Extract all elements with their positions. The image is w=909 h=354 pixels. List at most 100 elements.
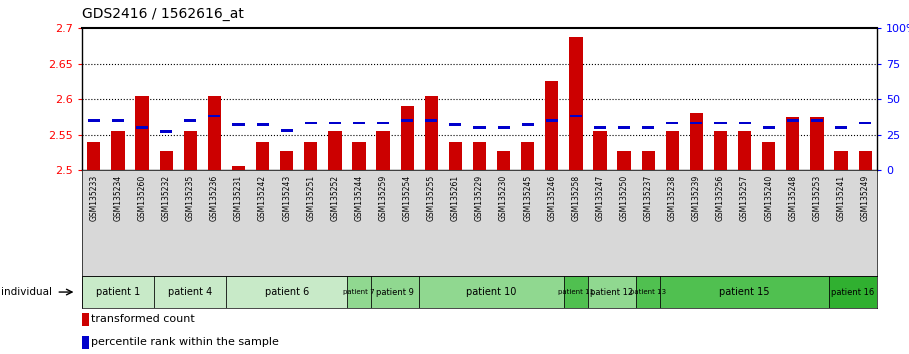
Bar (233, 124, 245, 126)
Text: GSM135249: GSM135249 (861, 175, 870, 222)
Text: GSM135229: GSM135229 (475, 175, 484, 221)
Bar (353, 122, 365, 125)
Bar (371, 276, 419, 308)
Bar (738, 131, 751, 170)
Text: GSM135234: GSM135234 (114, 175, 123, 222)
Bar (497, 151, 510, 170)
Bar (208, 96, 221, 170)
Text: transformed count: transformed count (91, 314, 195, 325)
Text: patient 1: patient 1 (95, 287, 140, 297)
Bar (425, 119, 437, 121)
Text: GSM135242: GSM135242 (258, 175, 267, 221)
Bar (184, 131, 197, 170)
Bar (155, 276, 226, 308)
Bar (160, 151, 173, 170)
Bar (642, 151, 654, 170)
Text: GSM135255: GSM135255 (427, 175, 435, 222)
Text: GSM135256: GSM135256 (716, 175, 725, 222)
Text: GSM135254: GSM135254 (403, 175, 412, 222)
Bar (660, 276, 829, 308)
Bar (377, 122, 389, 125)
Bar (401, 119, 414, 121)
Bar (522, 124, 534, 126)
Bar (474, 126, 485, 129)
Text: individual: individual (1, 287, 52, 297)
Bar (425, 96, 438, 170)
Text: GSM135245: GSM135245 (524, 175, 532, 222)
Bar (545, 119, 558, 121)
Bar (376, 131, 390, 170)
Bar (666, 122, 678, 125)
Text: patient 9: patient 9 (376, 287, 415, 297)
Text: GSM135241: GSM135241 (836, 175, 845, 221)
Bar (787, 119, 799, 121)
Text: GSM135250: GSM135250 (620, 175, 629, 222)
Text: patient 12: patient 12 (591, 287, 634, 297)
Text: GSM135248: GSM135248 (788, 175, 797, 221)
Bar (232, 166, 245, 170)
Bar (810, 117, 824, 170)
Bar (449, 124, 462, 126)
Bar (618, 126, 630, 129)
Bar (208, 115, 220, 118)
Text: GSM135251: GSM135251 (306, 175, 315, 221)
Text: GSM135232: GSM135232 (162, 175, 171, 221)
Bar (82, 276, 155, 308)
Bar (714, 131, 727, 170)
Text: GSM135252: GSM135252 (330, 175, 339, 221)
Text: patient 11: patient 11 (558, 289, 594, 295)
Bar (569, 37, 583, 170)
Text: GDS2416 / 1562616_at: GDS2416 / 1562616_at (82, 7, 244, 21)
Text: GSM135257: GSM135257 (740, 175, 749, 222)
Bar (617, 151, 631, 170)
Text: GSM135239: GSM135239 (692, 175, 701, 222)
Bar (281, 129, 293, 131)
Bar (636, 276, 660, 308)
Text: GSM135238: GSM135238 (668, 175, 677, 221)
Bar (521, 142, 534, 170)
Bar (88, 119, 100, 121)
Text: GSM135240: GSM135240 (764, 175, 774, 222)
Bar (136, 126, 148, 129)
Bar (858, 151, 872, 170)
Text: GSM135236: GSM135236 (210, 175, 219, 222)
Bar (112, 119, 124, 121)
Bar (835, 126, 847, 129)
Text: patient 6: patient 6 (265, 287, 309, 297)
Bar (714, 122, 726, 125)
Bar (111, 131, 125, 170)
Bar (226, 276, 347, 308)
Text: patient 16: patient 16 (832, 287, 874, 297)
Bar (497, 126, 510, 129)
Text: GSM135230: GSM135230 (499, 175, 508, 222)
Bar (786, 117, 799, 170)
Text: GSM135253: GSM135253 (813, 175, 822, 222)
Bar (305, 122, 317, 125)
Text: GSM135260: GSM135260 (137, 175, 146, 222)
Bar (82, 313, 88, 326)
Bar (594, 131, 606, 170)
Bar (763, 126, 774, 129)
Bar (762, 142, 775, 170)
Text: GSM135258: GSM135258 (572, 175, 581, 221)
Bar (82, 336, 88, 349)
Bar (419, 276, 564, 308)
Bar (834, 151, 848, 170)
Bar (135, 96, 149, 170)
Text: patient 7: patient 7 (344, 289, 375, 295)
Text: GSM135231: GSM135231 (234, 175, 243, 221)
Bar (665, 131, 679, 170)
Text: patient 15: patient 15 (719, 287, 770, 297)
Text: percentile rank within the sample: percentile rank within the sample (91, 337, 279, 348)
Bar (564, 276, 588, 308)
Text: GSM135246: GSM135246 (547, 175, 556, 222)
Text: GSM135261: GSM135261 (451, 175, 460, 221)
Bar (347, 276, 371, 308)
Bar (594, 126, 606, 129)
Bar (328, 131, 342, 170)
Bar (280, 151, 294, 170)
Text: patient 4: patient 4 (168, 287, 213, 297)
Bar (87, 142, 101, 170)
Text: GSM135259: GSM135259 (378, 175, 387, 222)
Bar (305, 142, 317, 170)
